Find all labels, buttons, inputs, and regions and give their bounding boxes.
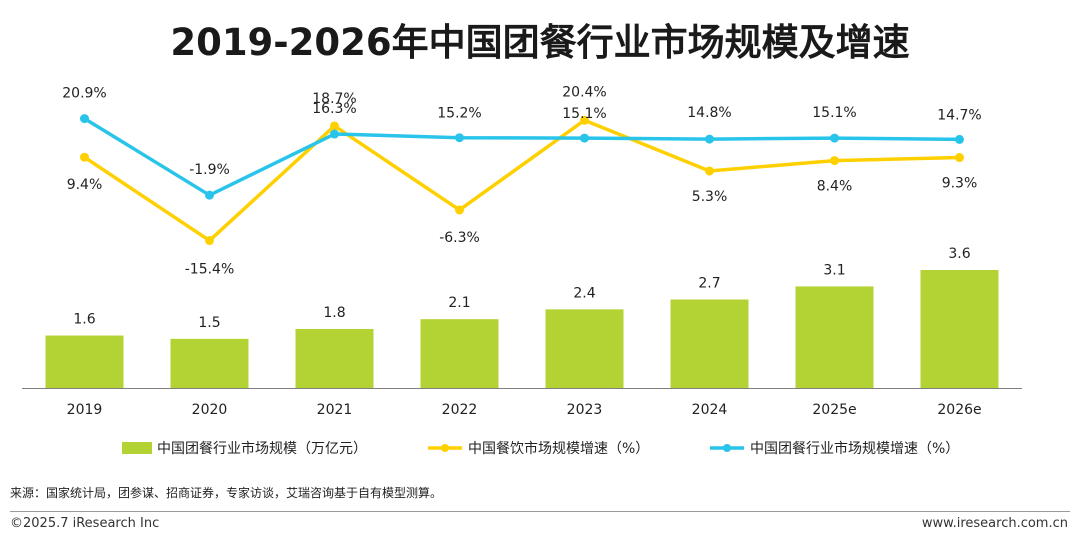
group-meal-growth-label-2023: 15.1% (562, 106, 606, 122)
x-tick-2024: 2024 (692, 402, 728, 418)
group-meal-growth-point-2026e (955, 134, 964, 144)
x-tick-2025e: 2025e (812, 402, 856, 418)
legend-swatch-bar (122, 442, 152, 454)
catering-growth-label-2020: -15.4% (185, 262, 235, 278)
bar-2023 (545, 309, 624, 388)
catering-growth-point-2025e (830, 156, 839, 166)
legend-marker-catering-growth (441, 444, 449, 452)
group-meal-growth-label-2024: 14.8% (687, 105, 731, 121)
bar-label-2026e: 3.6 (948, 246, 970, 262)
bar-2026e (920, 270, 999, 388)
bar-label-2019: 1.6 (73, 312, 95, 328)
bar-label-2025e: 3.1 (823, 262, 845, 278)
group-meal-growth-line (83, 117, 960, 197)
legend-label-catering-growth: 中国餐饮市场规模增速（%） (468, 440, 649, 457)
group-meal-growth-label-2019: 20.9% (62, 86, 106, 102)
bars-group (45, 270, 999, 388)
group-meal-growth-label-2025e: 15.1% (812, 105, 856, 121)
catering-growth-point-2019 (80, 152, 89, 162)
catering-growth-label-2024: 5.3% (692, 189, 728, 205)
x-tick-2019: 2019 (67, 402, 103, 418)
catering-growth-point-2020 (205, 236, 214, 246)
catering-growth-label-2022: -6.3% (439, 230, 480, 246)
source-note: 来源：国家统计局，团参谋、招商证券，专家访谈，艾瑞咨询基于自有模型测算。 (10, 486, 443, 500)
bar-2024 (670, 299, 749, 388)
catering-growth-label-2026e: 9.3% (942, 176, 978, 192)
group-meal-growth-label-2022: 15.2% (437, 106, 481, 122)
group-meal-growth-label-2021: 16.3% (312, 101, 356, 117)
bar-label-2021: 1.8 (323, 305, 345, 321)
x-tick-2022: 2022 (442, 402, 478, 418)
bar-2022 (420, 319, 499, 388)
group-meal-growth-point-2019 (80, 114, 89, 124)
catering-growth-line (83, 118, 960, 243)
group-meal-growth-point-2024 (705, 134, 714, 144)
x-tick-2026e: 2026e (937, 402, 981, 418)
catering-growth-label-2025e: 8.4% (817, 179, 853, 195)
bar-label-2020: 1.5 (198, 315, 220, 331)
website: www.iresearch.com.cn (921, 516, 1068, 531)
catering-growth-point-2021 (330, 121, 339, 131)
copyright: ©2025.7 iResearch Inc (10, 516, 160, 531)
bar-2025e (795, 286, 874, 388)
chart-title: 2019-2026年中国团餐行业市场规模及增速 (170, 21, 910, 64)
x-tick-2020: 2020 (192, 402, 228, 418)
group-meal-growth-point-2025e (830, 133, 839, 143)
x-tick-labels: 2019 2020 2021 2022 2023 2024 2025e 2026e (67, 402, 982, 418)
group-meal-growth-point-2020 (205, 190, 214, 200)
bar-2020 (170, 338, 249, 388)
x-tick-2023: 2023 (567, 402, 603, 418)
bar-label-2024: 2.7 (698, 276, 720, 292)
catering-growth-point-2022 (455, 205, 464, 215)
catering-growth-label-2021: 18.7% (312, 91, 356, 107)
line-labels-group: 9.4% -15.4% 18.7% -6.3% 20.4% 5.3% 8.4% 9.3% 20.… (62, 84, 981, 277)
catering-growth-point-2024 (705, 166, 714, 176)
group-meal-growth-point-2023 (580, 133, 589, 143)
catering-growth-point-2026e (955, 153, 964, 163)
bar-2021 (295, 329, 374, 388)
legend-label-bar: 中国团餐行业市场规模（万亿元） (157, 440, 367, 457)
legend-label-group-meal-growth: 中国团餐行业市场规模增速（%） (750, 440, 959, 457)
catering-growth-point-2023 (580, 115, 589, 125)
catering-growth-label-2023: 20.4% (562, 84, 606, 100)
catering-growth-label-2019: 9.4% (67, 177, 103, 193)
x-tick-2021: 2021 (317, 402, 353, 418)
group-meal-growth-label-2020: -1.9% (189, 162, 230, 178)
group-meal-growth-point-2022 (455, 133, 464, 143)
group-meal-growth-label-2026e: 14.7% (937, 107, 981, 123)
bar-2019 (45, 335, 124, 388)
lines-group (80, 114, 964, 246)
legend: 中国团餐行业市场规模（万亿元） 中国餐饮市场规模增速（%） 中国团餐行业市场规模增速… (122, 440, 959, 457)
group-meal-growth-point-2021 (330, 129, 339, 139)
bar-label-2023: 2.4 (573, 285, 595, 301)
bar-labels-group: 1.6 1.5 1.8 2.1 2.4 2.7 3.1 3.6 (73, 246, 970, 331)
footer-divider (10, 511, 1070, 512)
legend-marker-group-meal-growth (723, 444, 731, 452)
bar-label-2022: 2.1 (448, 295, 470, 311)
